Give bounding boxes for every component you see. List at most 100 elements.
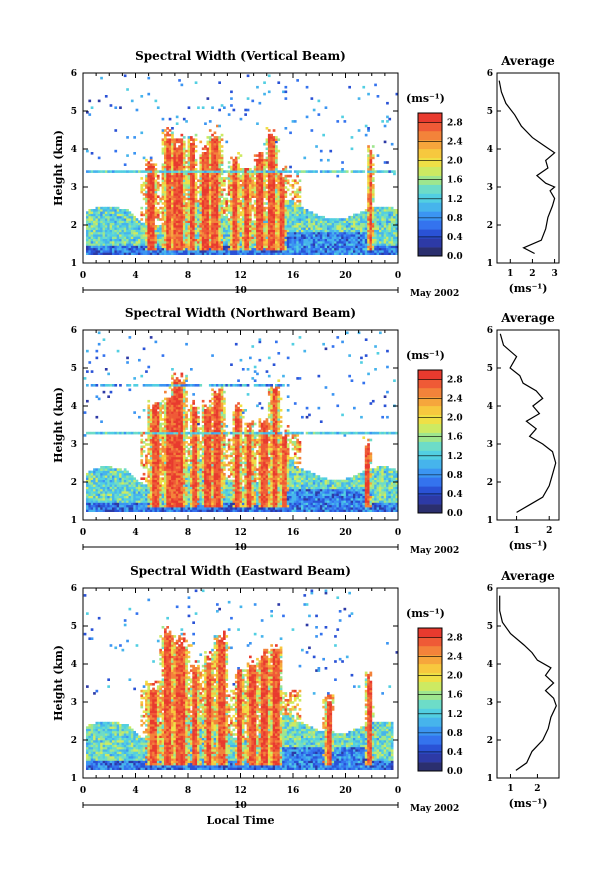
heatmap-cell <box>114 211 118 214</box>
heatmap-cell <box>371 250 375 253</box>
heatmap-cell <box>237 202 240 205</box>
colorbar-swatch <box>418 238 442 248</box>
heatmap-cell <box>180 213 184 217</box>
heatmap-cell <box>301 250 304 253</box>
heatmap-cell <box>168 227 172 230</box>
heatmap-cell <box>239 188 243 192</box>
heatmap-cell <box>298 209 302 212</box>
heatmap-cell <box>201 247 205 251</box>
heatmap-cell <box>161 147 165 151</box>
heatmap-cell <box>246 231 250 235</box>
heatmap-cell <box>282 206 285 210</box>
heatmap-cell <box>180 170 184 173</box>
heatmap-cell <box>199 186 203 189</box>
heatmap-cell <box>102 384 106 387</box>
heatmap-cell <box>114 468 118 471</box>
heatmap-cell <box>206 97 210 100</box>
heatmap-cell <box>334 238 337 242</box>
heatmap-cell <box>182 156 186 160</box>
heatmap-cell <box>178 156 181 160</box>
heatmap-cell <box>149 218 153 221</box>
heatmap-cell <box>260 170 264 173</box>
heatmap-cell <box>305 115 309 119</box>
heatmap-cell <box>130 243 134 246</box>
heatmap-cell <box>362 222 366 226</box>
heatmap-cell <box>194 193 198 196</box>
heatmap-cell <box>104 245 108 249</box>
heatmap-cell <box>279 199 283 203</box>
heatmap-cell <box>388 229 392 233</box>
heatmap-cell <box>272 154 276 157</box>
heatmap-cell <box>145 197 148 201</box>
heatmap-cell <box>123 250 127 253</box>
heatmap-cell <box>86 475 89 478</box>
heatmap-cell <box>251 234 255 237</box>
heatmap-cell <box>296 236 299 239</box>
heatmap-cell <box>156 243 160 246</box>
heatmap-cell <box>305 236 309 239</box>
heatmap-cell <box>301 170 304 173</box>
heatmap-cell <box>187 229 191 233</box>
heatmap-cell <box>95 213 99 217</box>
heatmap-cell <box>109 498 113 501</box>
heatmap-cell <box>90 227 94 230</box>
heatmap-cell <box>145 504 148 508</box>
heatmap-cell <box>123 470 127 474</box>
heatmap-cell <box>388 225 392 228</box>
heatmap-cell <box>145 213 148 217</box>
heatmap-cell <box>164 213 167 217</box>
heatmap-cell <box>317 234 321 237</box>
heatmap-cell <box>175 115 179 119</box>
heatmap-cell <box>107 234 110 237</box>
heatmap-cell <box>244 179 247 182</box>
heatmap-cell <box>147 165 151 169</box>
heatmap-cell <box>128 238 132 242</box>
heatmap-cell <box>142 409 146 412</box>
heatmap-cell <box>390 225 394 228</box>
heatmap-cell <box>234 211 238 214</box>
heatmap-cell <box>185 186 188 189</box>
heatmap-cell <box>379 209 382 212</box>
heatmap-cell <box>119 250 122 253</box>
heatmap-cell <box>135 252 139 255</box>
heatmap-cell <box>93 238 96 242</box>
heatmap-cell <box>223 220 226 223</box>
heatmap-cell <box>178 222 181 226</box>
heatmap-cell <box>383 213 387 217</box>
heatmap-cell <box>381 225 384 228</box>
heatmap-cell <box>244 227 247 230</box>
heatmap-cell <box>237 206 240 210</box>
heatmap-cell <box>244 181 247 185</box>
heatmap-cell <box>383 250 387 253</box>
heatmap-cell <box>166 165 169 169</box>
heatmap-cell <box>293 202 297 205</box>
heatmap-cell <box>291 209 295 212</box>
heatmap-cell <box>267 225 271 228</box>
heatmap-cell <box>100 206 103 210</box>
heatmap-cell <box>284 243 288 246</box>
heatmap-cell <box>334 241 337 244</box>
heatmap-cell <box>161 206 165 210</box>
heatmap-cell <box>208 156 212 160</box>
heatmap-cell <box>282 213 285 217</box>
heatmap-cell <box>260 161 264 164</box>
heatmap-cell <box>367 168 370 171</box>
colorbar: (ms⁻¹)2.82.42.01.61.20.80.40.0 <box>406 92 463 262</box>
heatmap-cell <box>147 181 151 185</box>
x-tick-label: 12 <box>234 271 247 281</box>
heatmap-cell <box>192 179 195 182</box>
heatmap-cell <box>154 211 158 214</box>
heatmap-cell <box>168 174 172 178</box>
heatmap-cell <box>114 243 118 246</box>
heatmap-cell <box>123 475 127 478</box>
heatmap-cell <box>102 468 106 471</box>
heatmap-cell <box>237 252 240 255</box>
heatmap-cell <box>90 222 94 226</box>
heatmap-cell <box>201 222 205 226</box>
heatmap-cell <box>194 222 198 226</box>
heatmap-cell <box>194 195 198 198</box>
heatmap-cell <box>319 227 323 230</box>
heatmap-cell <box>213 145 217 148</box>
heatmap-cell <box>86 213 89 217</box>
heatmap-cell <box>234 168 238 171</box>
